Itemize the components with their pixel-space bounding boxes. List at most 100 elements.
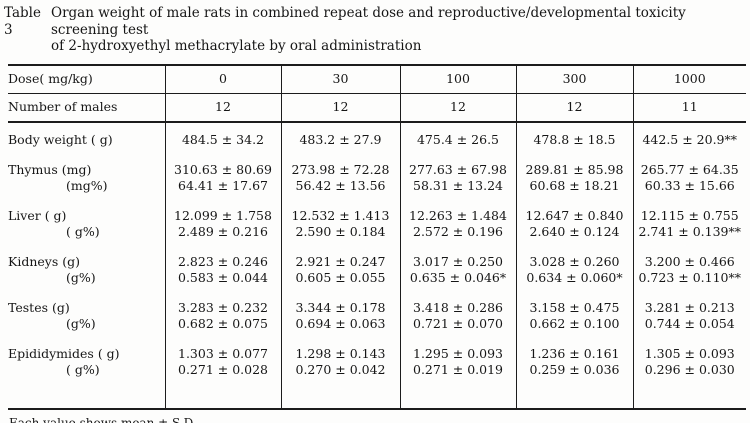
row-label: Number of males	[8, 93, 165, 123]
table-cell: 2.741 ± 0.139**	[632, 223, 746, 240]
table-cell: 475.4 ± 26.5	[399, 121, 516, 148]
table-row-liver: Liver ( g) 12.099 ± 1.758 12.532 ± 1.413…	[8, 193, 746, 224]
table-cell: 3.281 ± 0.213	[632, 285, 746, 316]
table-cell: 0.259 ± 0.036	[515, 361, 633, 409]
table-cell: 0.662 ± 0.100	[515, 315, 633, 332]
table-cell: 0.270 ± 0.042	[280, 361, 400, 409]
row-label: (g%)	[66, 269, 96, 285]
table-cell: 60.33 ± 15.66	[632, 177, 746, 194]
table-cell: 2.590 ± 0.184	[280, 223, 400, 240]
row-label: (mg%)	[66, 177, 108, 193]
table-cell: 3.158 ± 0.475	[515, 285, 633, 316]
table-cell: 0.605 ± 0.055	[280, 269, 400, 286]
row-label: Testes (g)	[8, 299, 70, 315]
table-cell: 12	[164, 93, 281, 123]
table-cell: 1.298 ± 0.143	[280, 331, 400, 362]
table-row-body-weight: Body weight ( g) 484.5 ± 34.2 483.2 ± 27…	[8, 121, 746, 148]
table-cell: 1.305 ± 0.093	[632, 331, 746, 362]
table-row-kidneys-pct: (g%) 0.583 ± 0.044 0.605 ± 0.055 0.635 ±…	[8, 269, 746, 286]
table-cell: 2.572 ± 0.196	[399, 223, 516, 240]
table-cell: 0.744 ± 0.054	[632, 315, 746, 332]
table-cell: 0.583 ± 0.044	[164, 269, 281, 286]
table-row-thymus: Thymus (mg) 310.63 ± 80.69 273.98 ± 72.2…	[8, 147, 746, 178]
table-title: Organ weight of male rats in combined re…	[49, 5, 748, 55]
table-number: Table 3	[4, 5, 41, 38]
table-cell: 300	[515, 64, 633, 94]
table-cell: 12	[399, 93, 516, 123]
row-label: Epididymides ( g)	[8, 345, 120, 361]
table-row-testes-pct: (g%) 0.682 ± 0.075 0.694 ± 0.063 0.721 ±…	[8, 315, 746, 332]
table-cell: 64.41 ± 17.67	[164, 177, 281, 194]
table-cell: 2.489 ± 0.216	[164, 223, 281, 240]
table-cell: 1000	[632, 64, 746, 94]
table-cell: 277.63 ± 67.98	[399, 147, 516, 178]
organ-weight-table: Dose( mg/kg) 0 30 100 300 1000 Number of…	[8, 63, 746, 410]
table-cell: 0.723 ± 0.110**	[632, 269, 746, 286]
table-cell: 2.921 ± 0.247	[280, 239, 400, 270]
table-cell: 58.31 ± 13.24	[399, 177, 516, 194]
table-cell: 0	[164, 64, 281, 94]
table-cell: 12	[280, 93, 400, 123]
table-cell: 0.634 ± 0.060*	[515, 269, 633, 286]
row-label: Body weight ( g)	[8, 131, 113, 147]
table-row-kidneys: Kidneys (g) 2.823 ± 0.246 2.921 ± 0.247 …	[8, 239, 746, 270]
table-cell: 265.77 ± 64.35	[632, 147, 746, 178]
table-cell: 0.682 ± 0.075	[164, 315, 281, 332]
table-cell: 0.271 ± 0.019	[399, 361, 516, 409]
table-cell: 442.5 ± 20.9**	[632, 121, 746, 148]
table-cell: 3.028 ± 0.260	[515, 239, 633, 270]
row-label: Liver ( g)	[8, 207, 67, 223]
table-cell: 12.532 ± 1.413	[280, 193, 400, 224]
table-cell: 12.115 ± 0.755	[632, 193, 746, 224]
table-cell: 56.42 ± 13.56	[280, 177, 400, 194]
table-caption: Table 3 Organ weight of male rats in com…	[0, 0, 750, 55]
table-cell: 2.823 ± 0.246	[164, 239, 281, 270]
table-row-number-of-males: Number of males 12 12 12 12 11	[8, 93, 746, 123]
row-label: ( g%)	[66, 223, 100, 239]
table-cell: 12	[515, 93, 633, 123]
table-cell: 60.68 ± 18.21	[515, 177, 633, 194]
table-cell: 0.296 ± 0.030	[632, 361, 746, 409]
table-cell: 3.017 ± 0.250	[399, 239, 516, 270]
table-cell: 1.295 ± 0.093	[399, 331, 516, 362]
table-cell: 0.635 ± 0.046*	[399, 269, 516, 286]
footnote-mean-sd: Each value shows mean ± S.D.	[9, 415, 197, 423]
table-cell: 0.271 ± 0.028	[164, 361, 281, 409]
table-row-testes: Testes (g) 3.283 ± 0.232 3.344 ± 0.178 3…	[8, 285, 746, 316]
table-cell: 1.303 ± 0.077	[164, 331, 281, 362]
table-title-line1: Organ weight of male rats in combined re…	[51, 5, 686, 38]
table-cell: 12.263 ± 1.484	[399, 193, 516, 224]
table-cell: 484.5 ± 34.2	[164, 121, 281, 148]
table-cell: 310.63 ± 80.69	[164, 147, 281, 178]
table-row-epididymides-pct: ( g%) 0.271 ± 0.028 0.270 ± 0.042 0.271 …	[8, 361, 746, 409]
table-cell: 30	[280, 64, 400, 94]
table-row-dose: Dose( mg/kg) 0 30 100 300 1000	[8, 64, 746, 94]
table-cell: 0.721 ± 0.070	[399, 315, 516, 332]
row-label: Thymus (mg)	[8, 161, 92, 177]
table-cell: 3.200 ± 0.466	[632, 239, 746, 270]
table-cell: 3.283 ± 0.232	[164, 285, 281, 316]
table-cell: 12.647 ± 0.840	[515, 193, 633, 224]
table-cell: 1.236 ± 0.161	[515, 331, 633, 362]
row-label: Kidneys (g)	[8, 253, 80, 269]
table-cell: 483.2 ± 27.9	[280, 121, 400, 148]
table-cell: 12.099 ± 1.758	[164, 193, 281, 224]
table-cell: 289.81 ± 85.98	[515, 147, 633, 178]
table-footnotes: Each value shows mean ± S.D. Significant…	[9, 416, 750, 423]
table-cell: 3.344 ± 0.178	[280, 285, 400, 316]
table-cell: 0.694 ± 0.063	[280, 315, 400, 332]
table-cell: 273.98 ± 72.28	[280, 147, 400, 178]
row-label: ( g%)	[66, 361, 100, 377]
row-label: Dose( mg/kg)	[8, 64, 165, 94]
table-row-thymus-pct: (mg%) 64.41 ± 17.67 56.42 ± 13.56 58.31 …	[8, 177, 746, 194]
table-title-line2: of 2-hydroxyethyl methacrylate by oral a…	[51, 38, 422, 54]
table-row-epididymides: Epididymides ( g) 1.303 ± 0.077 1.298 ± …	[8, 331, 746, 362]
table-cell: 478.8 ± 18.5	[515, 121, 633, 148]
row-label: (g%)	[66, 315, 96, 331]
table-row-liver-pct: ( g%) 2.489 ± 0.216 2.590 ± 0.184 2.572 …	[8, 223, 746, 240]
table-cell: 11	[632, 93, 746, 123]
table-cell: 2.640 ± 0.124	[515, 223, 633, 240]
table-cell: 100	[399, 64, 516, 94]
table-cell: 3.418 ± 0.286	[399, 285, 516, 316]
